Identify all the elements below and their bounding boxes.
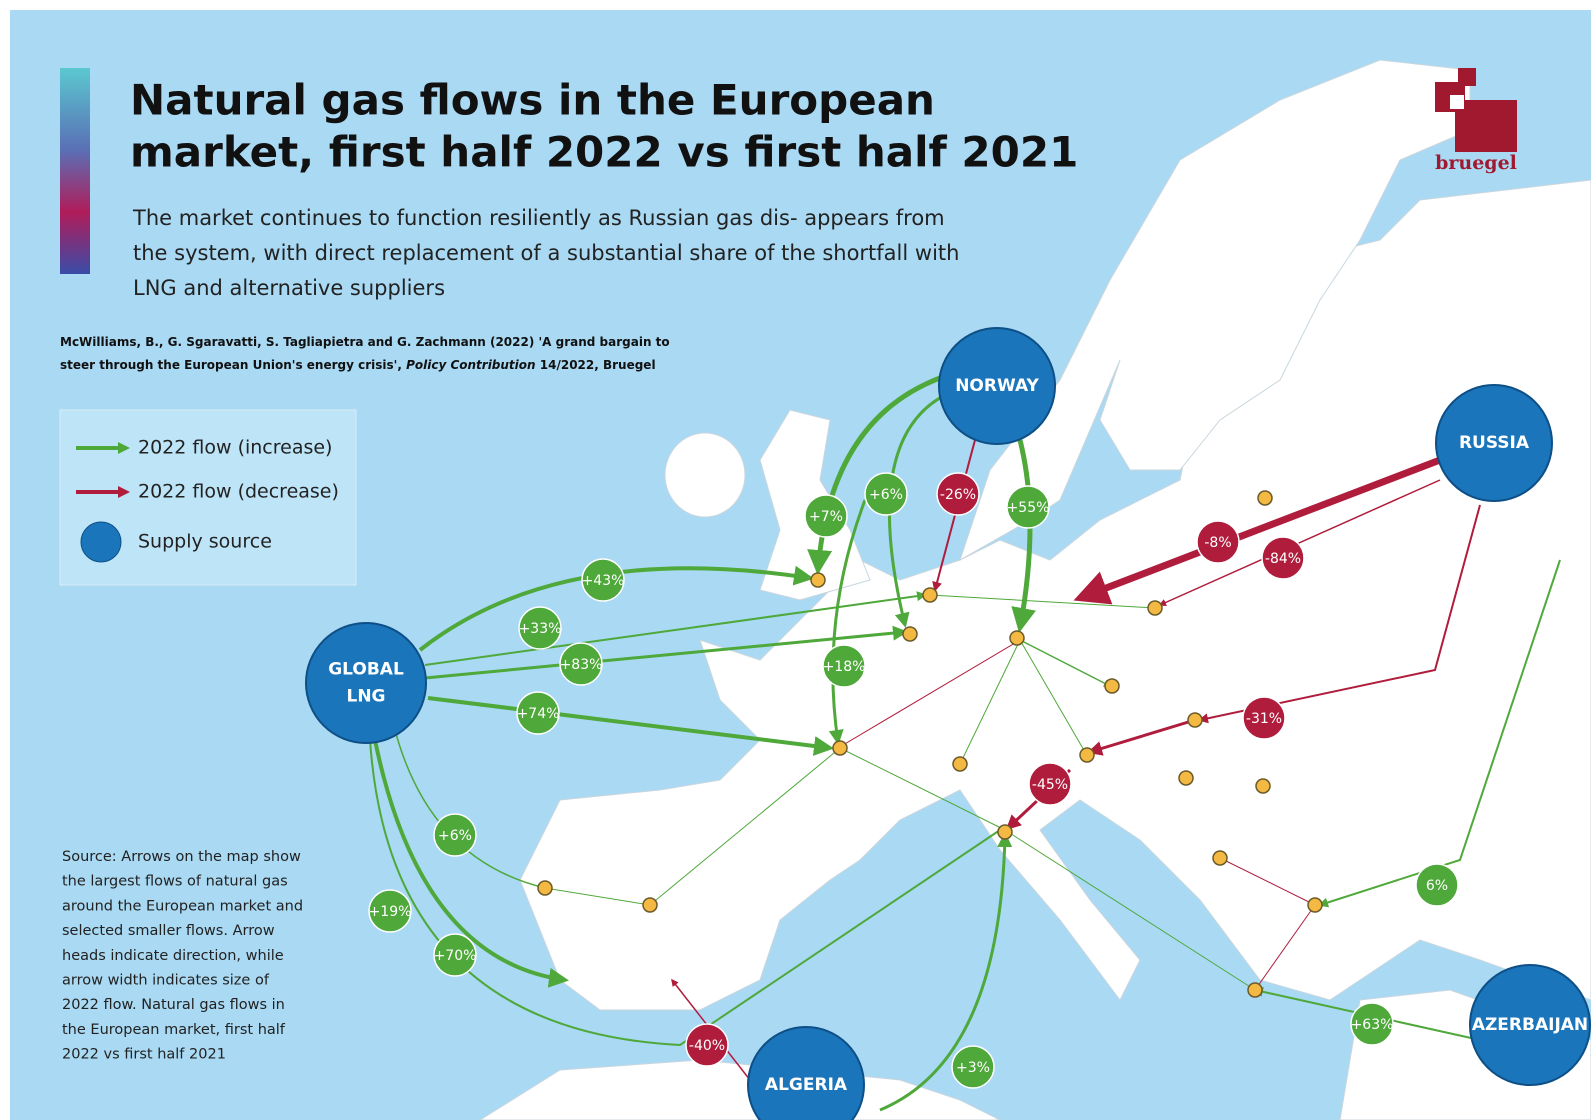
- supply-sources: NORWAY RUSSIA GLOBAL LNG ALGERIA AZERBAIJAN: [305, 327, 1591, 1120]
- flow-label: -31%: [1246, 711, 1282, 727]
- brand-logo: bruegel: [1435, 68, 1517, 174]
- legend-label: Supply source: [138, 531, 272, 553]
- flow-label: +3%: [956, 1060, 990, 1076]
- flow-label: -26%: [940, 487, 976, 503]
- flow-label: +18%: [823, 659, 866, 675]
- flow-label: +6%: [869, 487, 903, 503]
- title: Natural gas flows in the European: [130, 76, 935, 125]
- title: market, first half 2022 vs first half 20…: [130, 128, 1078, 177]
- flow-label: -45%: [1032, 777, 1068, 793]
- flow-badge: [1261, 536, 1305, 580]
- flow-label: 6%: [1426, 878, 1448, 894]
- supply-source: [1435, 384, 1553, 502]
- supply-source: [305, 622, 427, 744]
- citation-part: 14/2022, Bruegel: [536, 358, 656, 372]
- flow-label: +6%: [438, 828, 472, 844]
- flow-label: +55%: [1007, 500, 1050, 516]
- flow-badge: [581, 558, 625, 602]
- flow-label: +74%: [517, 706, 560, 722]
- flow-badge: [804, 494, 848, 538]
- land: [479, 59, 1591, 1120]
- subtitle: The market continues to function resilie…: [132, 206, 945, 230]
- flow-badge: [822, 644, 866, 688]
- flow-labels: +7% +6% -26% +55% -8% -84% +43% +33% +83% +18% +74…: [368, 472, 1459, 1089]
- source-note-line: around the European market and: [62, 898, 303, 914]
- citation-part: McWilliams, B., G. Sgaravatti, S. Taglia…: [60, 335, 670, 349]
- supply-source: [1469, 964, 1591, 1086]
- supply-source: [747, 1026, 865, 1120]
- flow-badge: [368, 889, 412, 933]
- flow-badge: [864, 472, 908, 516]
- subtitle: the system, with direct replacement of a…: [133, 241, 959, 265]
- source-note-line: selected smaller flows. Arrow: [62, 923, 275, 939]
- citation: McWilliams, B., G. Sgaravatti, S. Taglia…: [60, 335, 670, 349]
- supply-source-label: GLOBAL: [328, 660, 404, 680]
- source-note-line: heads indicate direction, while: [62, 948, 284, 964]
- citation-part: steer through the European Union's energ…: [60, 358, 406, 372]
- flow-label: +83%: [560, 657, 603, 673]
- flow-badge: [516, 691, 560, 735]
- source-note: Source: Arrows on the map show the larges…: [62, 849, 303, 1063]
- flow-label: -8%: [1204, 535, 1231, 551]
- flow-badge: [951, 1045, 995, 1089]
- citation: steer through the European Union's energ…: [60, 358, 656, 372]
- flow-badge: [1196, 520, 1240, 564]
- flow-badge: [936, 472, 980, 516]
- flow-badge: [433, 813, 477, 857]
- supply-source-label: NORWAY: [955, 376, 1039, 396]
- supply-source: [938, 327, 1056, 445]
- flow-badge: [685, 1023, 729, 1067]
- source-note-line: arrow width indicates size of: [62, 973, 270, 989]
- flow-badge: [559, 642, 603, 686]
- flow-badge: [1415, 863, 1459, 907]
- legend-swatch: [80, 521, 122, 563]
- brand-name: bruegel: [1435, 152, 1517, 174]
- legend-arrowhead: [118, 442, 130, 454]
- flow-label: +63%: [1351, 1017, 1394, 1033]
- legend-label: 2022 flow (decrease): [138, 481, 339, 503]
- subtitle: LNG and alternative suppliers: [133, 276, 445, 300]
- legend: 2022 flow (increase) 2022 flow (decrease)…: [76, 437, 339, 563]
- source-note-line: 2022 flow. Natural gas flows in: [62, 997, 285, 1013]
- hubs: [537, 490, 1323, 998]
- flow-badge: [1242, 696, 1286, 740]
- supply-source-label: AZERBAIJAN: [1472, 1015, 1588, 1035]
- flow-label: -40%: [689, 1038, 725, 1054]
- flow-label: +70%: [434, 948, 477, 964]
- flow-badge: [518, 606, 562, 650]
- legend-label: 2022 flow (increase): [138, 437, 332, 459]
- flow-badge: [1350, 1002, 1394, 1046]
- supply-source-label: RUSSIA: [1459, 433, 1530, 453]
- source-note-line: the European market, first half: [62, 1022, 286, 1038]
- flow-badge: [1006, 485, 1050, 529]
- accent-bar: [60, 68, 90, 274]
- flow-label: +43%: [582, 573, 625, 589]
- legend-arrowhead: [118, 486, 130, 498]
- flow-badge: [1028, 762, 1072, 806]
- flow-label: -84%: [1265, 551, 1301, 567]
- flow-badge: [433, 933, 477, 977]
- source-note-line: Source: Arrows on the map show: [62, 849, 301, 865]
- flow-label: +33%: [519, 621, 562, 637]
- source-note-line: the largest flows of natural gas: [62, 874, 288, 890]
- flow-label: +19%: [369, 904, 412, 920]
- citation-part: Policy Contribution: [406, 358, 536, 372]
- flow-label: +7%: [809, 509, 843, 525]
- supply-source-label: LNG: [346, 687, 385, 707]
- source-note-line: 2022 vs first half 2021: [62, 1047, 226, 1063]
- header: Natural gas flows in the Europeanmarket,…: [60, 76, 1078, 372]
- supply-source-label: ALGERIA: [765, 1075, 848, 1095]
